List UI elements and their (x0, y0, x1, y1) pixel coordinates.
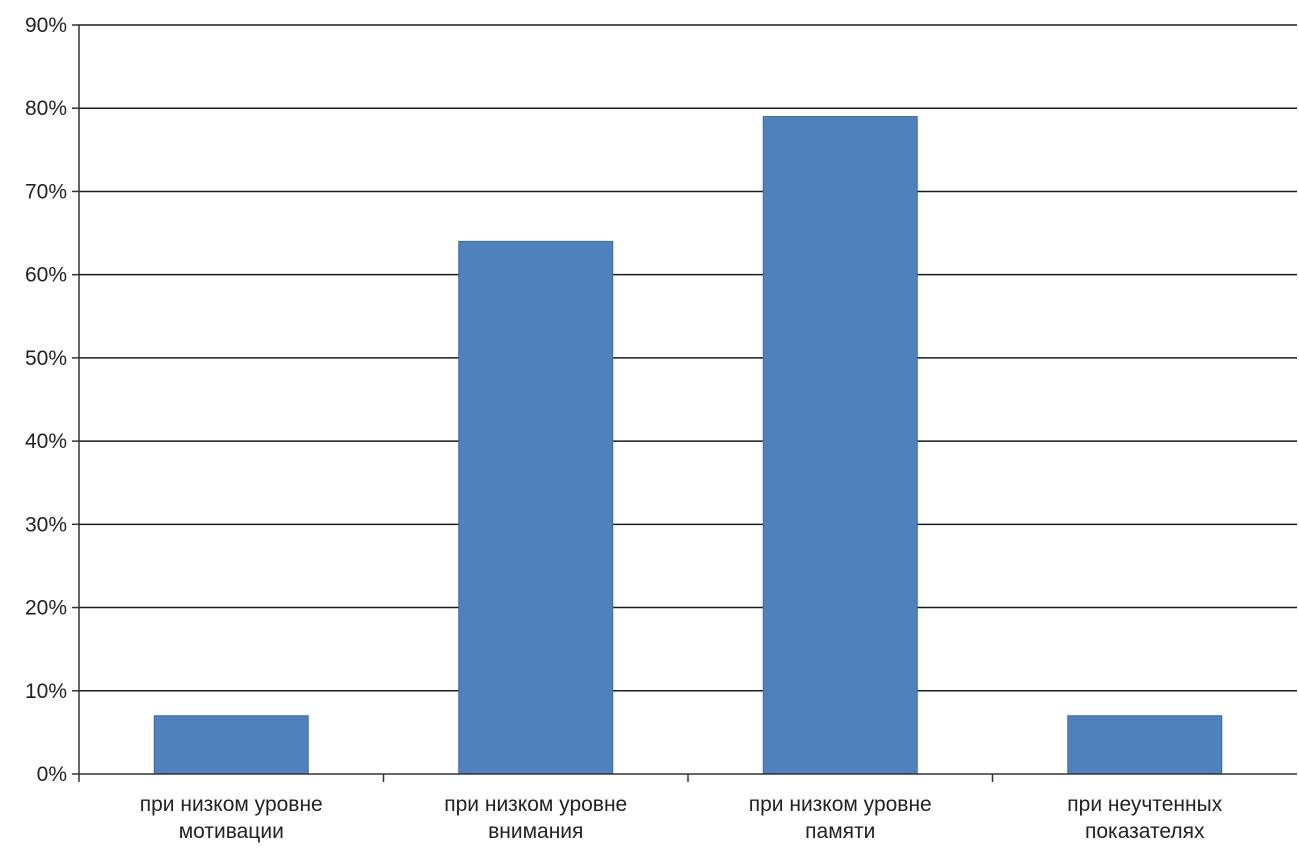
y-tick-label: 20% (25, 597, 67, 620)
y-tick-label: 80% (25, 97, 67, 120)
y-tick-label: 10% (25, 680, 67, 703)
x-category-label: при низком уровне (140, 793, 323, 816)
y-tick-label: 50% (25, 347, 67, 370)
bar (1067, 715, 1223, 775)
x-category-label: при низком уровне (444, 793, 627, 816)
y-tick-label: 60% (25, 264, 67, 287)
x-category-label: при низком уровне (749, 793, 932, 816)
x-category-label: внимания (488, 820, 583, 843)
x-category-label: памяти (805, 820, 875, 843)
x-category-label: показателях (1085, 820, 1205, 843)
y-tick-label: 30% (25, 513, 67, 536)
bar (762, 116, 918, 775)
bar (458, 240, 614, 775)
y-tick-label: 40% (25, 430, 67, 453)
x-category-label: при неучтенных (1067, 793, 1222, 816)
y-tick-label: 90% (25, 14, 67, 37)
y-tick-label: 70% (25, 180, 67, 203)
bar (153, 715, 309, 775)
x-category-label: мотивации (179, 820, 284, 843)
y-tick-label: 0% (37, 763, 67, 786)
